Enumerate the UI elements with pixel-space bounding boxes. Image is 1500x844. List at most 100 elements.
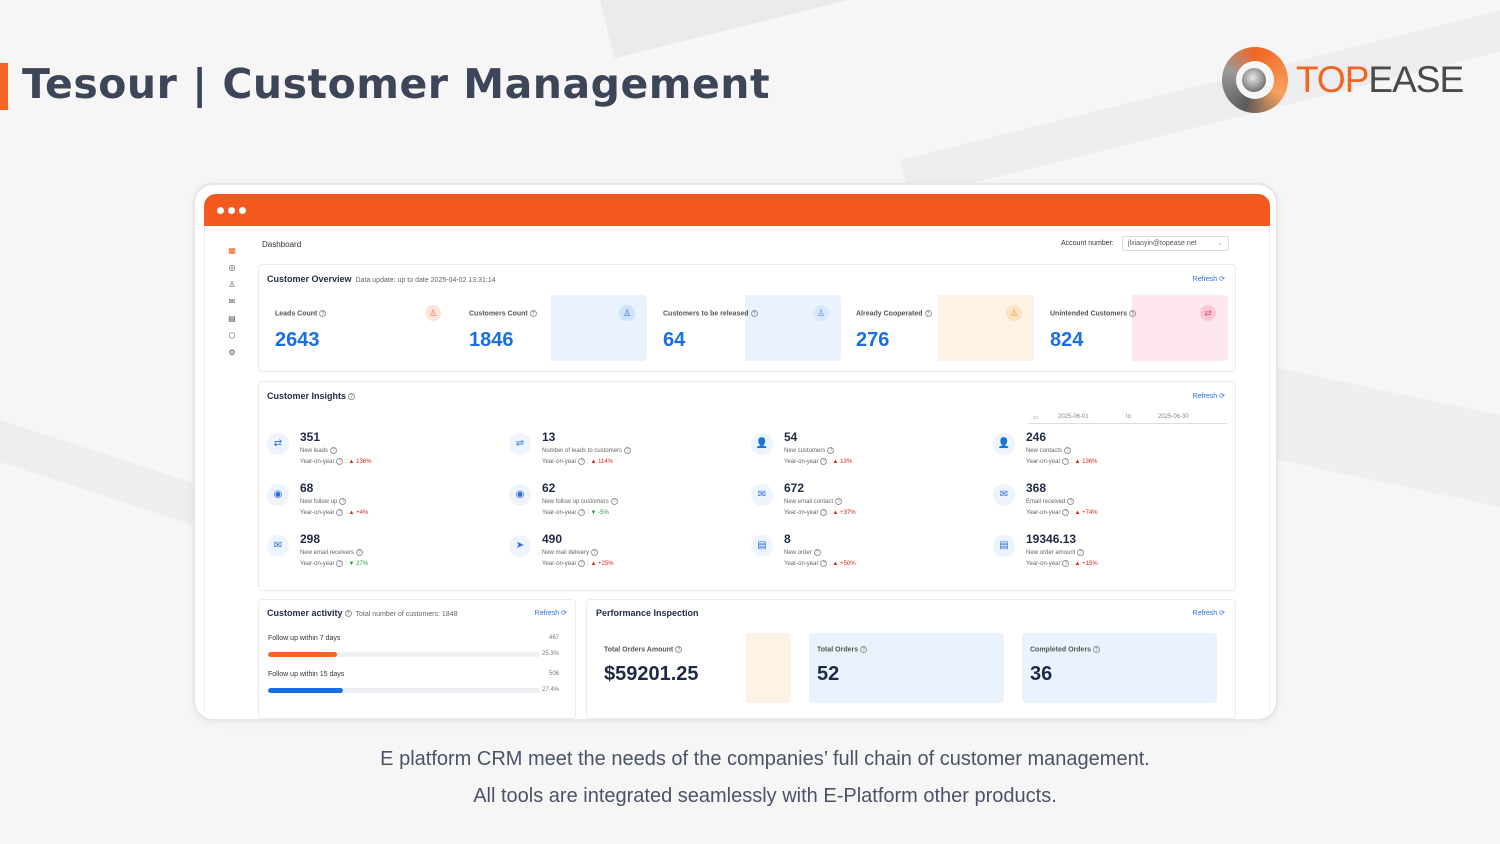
insight-value: 351: [300, 430, 321, 444]
customers-to-release-tile[interactable]: Customers to be released? 64 ♙: [655, 295, 841, 361]
insight-label: Email received?: [1026, 498, 1075, 505]
insight-item[interactable]: ◉ 62 New follow up customers? Year-on-year?…: [509, 481, 739, 525]
leads-count-tile[interactable]: Leads Count? 2643 ♙: [267, 295, 453, 361]
release-icon: ♙: [813, 305, 829, 321]
insight-yoy-value: 27%: [356, 561, 369, 568]
tile-label: Total Orders Amount?: [604, 646, 683, 654]
insight-yoy: Year-on-year? : ▲ +37%: [784, 509, 856, 517]
window-titlebar: [204, 194, 1270, 226]
insight-yoy-value: +37%: [840, 510, 856, 517]
customer-overview-card: Customer Overview Data update: up to date…: [258, 264, 1236, 372]
activity-row-pct: 25.3%: [541, 651, 559, 657]
box-icon[interactable]: ⬡: [228, 331, 236, 340]
window-dot-icon: [217, 207, 224, 214]
insight-value: 246: [1026, 430, 1047, 444]
insights-title: Customer Insights?: [267, 391, 356, 401]
insight-label: New mail delivery?: [542, 549, 599, 556]
window-dot-icon: [239, 207, 246, 214]
customers-icon: ♙: [619, 305, 635, 321]
trend-arrow-icon: ▲: [348, 459, 355, 466]
tile-value: 36: [1030, 663, 1053, 685]
insight-item[interactable]: ✉ 298 New email receivers? Year-on-year? : …: [267, 532, 497, 576]
insight-yoy-value: 13%: [840, 459, 853, 466]
trend-arrow-icon: ▲: [832, 510, 839, 517]
trend-arrow-icon: ▲: [1074, 510, 1081, 517]
sidebar: ▦ ◎ ♙ ✉ ▤ ⬡ ⚙: [227, 246, 239, 365]
insight-label: Number of leads to customers?: [542, 447, 632, 454]
insight-label: New customers?: [784, 447, 835, 454]
user-icon[interactable]: ♙: [228, 280, 236, 289]
calendar-icon: ▭: [1033, 415, 1039, 421]
tile-background: [551, 295, 647, 361]
insight-item[interactable]: 👤 54 New customers? Year-on-year? : ▲ 13%: [751, 430, 981, 474]
completed-orders-tile[interactable]: Completed Orders? 36: [1022, 633, 1217, 703]
dashboard-icon[interactable]: ▦: [228, 246, 236, 255]
tile-value: 824: [1050, 329, 1084, 351]
insight-item[interactable]: ◉ 68 New follow up? Year-on-year? : ▲ +4%: [267, 481, 497, 525]
compass-icon[interactable]: ◎: [228, 263, 236, 272]
tile-background: [745, 295, 841, 361]
insights-refresh-button[interactable]: Refresh ⟳: [1192, 393, 1225, 400]
account-select[interactable]: jlxiaoyin@topease.net ⌄: [1122, 236, 1229, 251]
insight-item[interactable]: ▤ 19346.13 New order amount? Year-on-year? …: [993, 532, 1223, 576]
tile-label: Completed Orders?: [1030, 646, 1101, 654]
activity-refresh-button[interactable]: Refresh ⟳: [534, 610, 567, 617]
insight-label: New leads?: [300, 447, 338, 454]
list-icon[interactable]: ▤: [228, 314, 236, 323]
customers-count-tile[interactable]: Customers Count? 1846 ♙: [461, 295, 647, 361]
customer-insights-card: Customer Insights? Refresh ⟳ ▭ 2025-06-0…: [258, 381, 1236, 591]
insight-yoy: Year-on-year? : ▼ -5%: [542, 509, 609, 517]
insight-yoy: Year-on-year? : ▲ +4%: [300, 509, 369, 517]
insight-value: 54: [784, 430, 798, 444]
trend-arrow-icon: ▲: [590, 459, 597, 466]
trend-arrow-icon: ▼: [348, 561, 355, 568]
date-range-picker[interactable]: ▭ 2025-06-01 to 2025-06-30: [1028, 412, 1227, 424]
insight-item[interactable]: 👤 246 New contacts? Year-on-year? : ▲ 136%: [993, 430, 1223, 474]
insight-item[interactable]: ➤ 490 New mail delivery? Year-on-year? : ▲ …: [509, 532, 739, 576]
caption-line-2: All tools are integrated seamlessly with…: [473, 785, 1057, 807]
tile-label: Unintended Customers?: [1050, 310, 1137, 318]
total-orders-tile[interactable]: Total Orders? 52: [809, 633, 1004, 703]
performance-card: Performance Inspection Refresh ⟳ Total O…: [586, 599, 1236, 719]
performance-refresh-button[interactable]: Refresh ⟳: [1192, 610, 1225, 617]
caption-line-1: E platform CRM meet the needs of the com…: [380, 748, 1150, 770]
insight-yoy-value: 136%: [356, 459, 372, 466]
already-cooperated-tile[interactable]: Already Cooperated? 276 ♙: [848, 295, 1034, 361]
date-separator: to: [1126, 414, 1132, 420]
insight-label: New contacts?: [1026, 447, 1072, 454]
insight-label: New order amount?: [1026, 549, 1085, 556]
tile-label: Customers Count?: [469, 310, 537, 318]
mail-icon[interactable]: ✉: [228, 297, 236, 306]
unintended-customers-tile[interactable]: Unintended Customers? 824 ⇄: [1042, 295, 1228, 361]
tile-value: 52: [817, 663, 840, 685]
insight-value: 19346.13: [1026, 532, 1077, 546]
insight-value: 13: [542, 430, 556, 444]
activity-progress-bar: [268, 652, 540, 657]
insight-item[interactable]: ⇄ 351 New leads? Year-on-year? : ▲ 136%: [267, 430, 497, 474]
insight-yoy: Year-on-year? : ▼ 27%: [300, 560, 369, 568]
activity-row-count: 467: [548, 635, 559, 641]
insight-item[interactable]: ▤ 8 New order? Year-on-year? : ▲ +50%: [751, 532, 981, 576]
insight-yoy: Year-on-year? : ▲ +74%: [1026, 509, 1098, 517]
total-orders-amount-tile[interactable]: Total Orders Amount? $59201.25: [596, 633, 791, 703]
insight-yoy: Year-on-year? : ▲ +50%: [784, 560, 856, 568]
activity-progress-fill: [268, 652, 337, 657]
settings-icon[interactable]: ⚙: [228, 348, 236, 357]
trend-arrow-icon: ▲: [590, 561, 597, 568]
insight-item[interactable]: ✉ 368 Email received? Year-on-year? : ▲ +74…: [993, 481, 1223, 525]
insight-icon: ◉: [509, 484, 531, 506]
tile-label: Already Cooperated?: [856, 310, 932, 318]
breadcrumb: Dashboard: [262, 240, 302, 249]
account-label: Account number:: [1061, 240, 1114, 247]
insight-yoy-value: +50%: [840, 561, 856, 568]
insight-icon: ▤: [751, 535, 773, 557]
insight-value: 62: [542, 481, 556, 495]
overview-refresh-button[interactable]: Refresh ⟳: [1192, 276, 1225, 283]
insight-item[interactable]: ✉ 672 New email contact? Year-on-year? : ▲ …: [751, 481, 981, 525]
trend-arrow-icon: ▲: [832, 459, 839, 466]
tile-background: [938, 295, 1034, 361]
insight-yoy-value: +4%: [356, 510, 369, 517]
insight-item[interactable]: ⇌ 13 Number of leads to customers? Year-on-…: [509, 430, 739, 474]
tile-value: 2643: [275, 329, 320, 351]
tile-background: [1132, 295, 1228, 361]
